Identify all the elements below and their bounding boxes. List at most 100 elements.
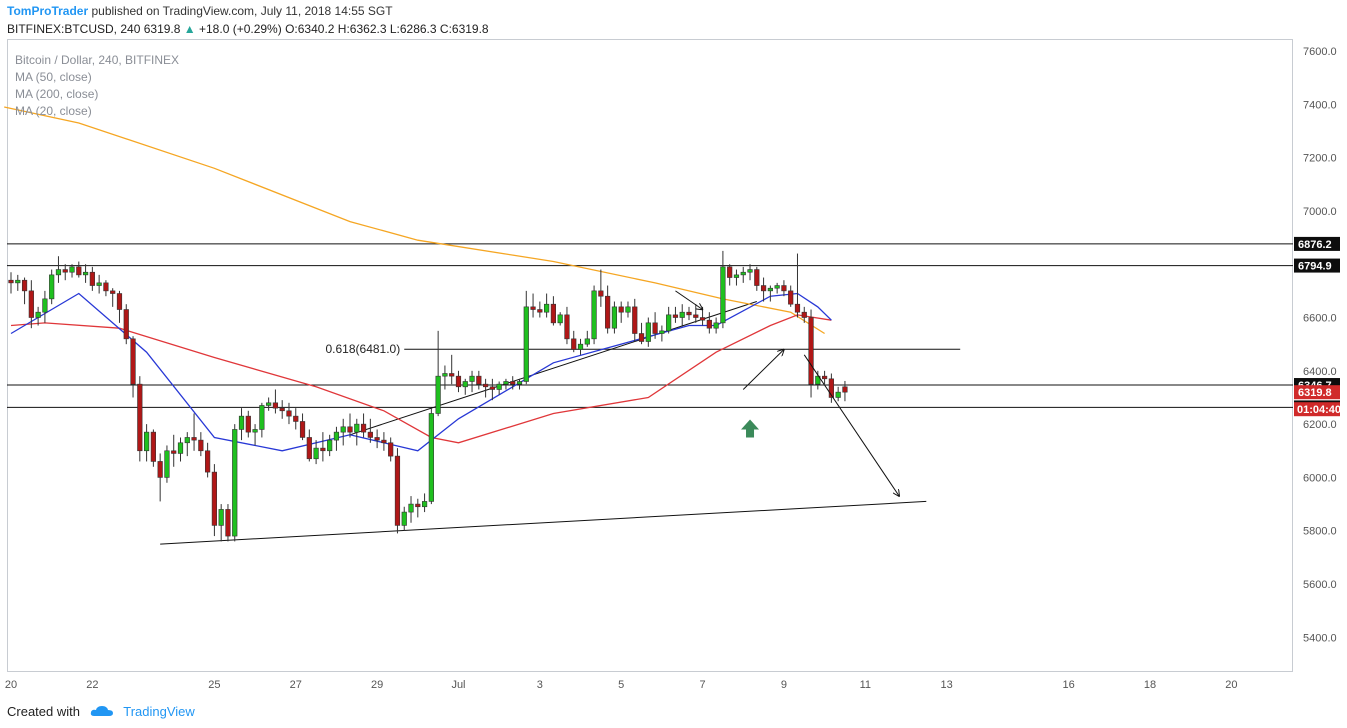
footer: Created with TradingView	[7, 704, 195, 719]
candle-body	[367, 431, 373, 438]
candle-body	[374, 437, 380, 441]
candle-body	[510, 381, 516, 385]
candle-body	[605, 295, 611, 329]
x-tick-label: 11	[860, 679, 871, 691]
candle-body	[266, 402, 272, 406]
candle-body	[469, 375, 475, 382]
projection-arrow	[803, 354, 899, 496]
candle-body	[401, 511, 407, 526]
legend-ma50[interactable]: MA (50, close)	[15, 70, 92, 84]
y-tick-label: 7400.0	[1303, 99, 1337, 111]
y-tick-label: 5800.0	[1303, 526, 1337, 538]
candle-body	[313, 447, 319, 460]
candle-body	[96, 282, 102, 286]
candle-body	[421, 501, 428, 508]
candle-body	[591, 290, 597, 340]
x-tick-label: 27	[290, 679, 302, 691]
candle-body	[828, 378, 834, 398]
level-price-tag-bg	[1294, 236, 1340, 251]
candle-body	[638, 333, 645, 342]
candle-body	[205, 450, 211, 473]
x-tick-label: 29	[371, 679, 383, 691]
level-price-tag: 6794.9	[1298, 261, 1332, 273]
candle-body	[62, 269, 68, 273]
y-tick-label: 5400.0	[1303, 632, 1337, 644]
candle-body	[794, 303, 801, 313]
open-value: 6340.2	[297, 22, 335, 36]
candle-body	[286, 410, 292, 417]
candle-body	[191, 437, 197, 441]
candle-body	[8, 279, 14, 284]
candle-body	[747, 269, 753, 273]
candle-body	[381, 439, 387, 444]
candle-body	[252, 429, 258, 433]
x-tick-label: 3	[537, 679, 543, 691]
candle-body	[740, 271, 746, 276]
candle-body	[632, 306, 638, 334]
candle-body	[225, 509, 231, 537]
candle-body	[550, 303, 556, 324]
candle-body	[449, 373, 455, 377]
y-tick-label: 7600.0	[1303, 46, 1337, 58]
candle-body	[774, 285, 780, 289]
author-link[interactable]: TomProTrader	[7, 4, 89, 18]
candle-body	[49, 274, 55, 300]
candle-body	[103, 282, 109, 292]
candle-body	[781, 285, 787, 292]
candle-body	[320, 447, 326, 452]
candle-body	[42, 298, 48, 313]
candle-body	[218, 509, 224, 526]
x-tick-label: 5	[618, 679, 624, 691]
price-chart[interactable]: 5400.0 5600.0 5800.0 6000.0 6200.0 6400.0 6600…	[0, 0, 1347, 700]
candle-body	[435, 375, 441, 414]
projection-arrow	[742, 350, 784, 390]
countdown-tag: 01:04:40	[1297, 404, 1341, 416]
candle-body	[760, 285, 767, 292]
candle-body	[788, 290, 794, 305]
candle-body	[462, 381, 468, 388]
candle-body	[15, 279, 21, 284]
candle-body	[55, 269, 62, 276]
candle-body	[35, 311, 41, 318]
x-tick-label: 13	[941, 679, 953, 691]
candle-body	[727, 266, 733, 278]
x-tick-label: 25	[208, 679, 220, 691]
last-price: 6319.8	[143, 22, 181, 36]
y-tick-label: 6000.0	[1303, 472, 1337, 484]
legend-ma20[interactable]: MA (20, close)	[15, 104, 92, 118]
candle-body	[89, 271, 95, 286]
projection-arrow	[675, 290, 702, 310]
candle-body	[686, 311, 692, 316]
candle-body	[516, 381, 523, 385]
candle-body	[110, 290, 116, 294]
candle-body	[272, 402, 279, 409]
created-with-text: Created with	[7, 704, 80, 719]
close-value: 6319.8	[451, 22, 489, 36]
candle-body	[754, 269, 760, 286]
last-price-tag-bg	[1294, 385, 1340, 400]
chart-pane[interactable]	[7, 39, 1293, 672]
open-label: O:	[285, 22, 298, 36]
candle-body	[21, 279, 28, 292]
candle-body	[76, 266, 82, 276]
tradingview-link[interactable]: TradingView	[123, 704, 195, 719]
candle-body	[340, 426, 346, 433]
signal-up-arrow-icon	[741, 419, 760, 438]
candle-body	[842, 386, 848, 393]
high-label: H:	[337, 22, 350, 36]
candle-body	[523, 306, 529, 382]
candle-body	[821, 375, 828, 380]
y-tick-label: 6200.0	[1303, 419, 1337, 431]
trendline	[349, 301, 757, 436]
candle-body	[476, 375, 482, 385]
published-text: published on TradingView.com, July 11, 2…	[91, 4, 393, 18]
candle-body	[354, 423, 360, 433]
candle-body	[713, 322, 719, 329]
candle-body	[333, 431, 340, 441]
x-tick-label: 9	[781, 679, 787, 691]
x-tick-label: 7	[699, 679, 705, 691]
y-tick-label: 6600.0	[1303, 313, 1337, 325]
candle-body	[299, 421, 306, 438]
legend-ma200[interactable]: MA (200, close)	[15, 87, 99, 101]
candle-body	[618, 306, 624, 313]
